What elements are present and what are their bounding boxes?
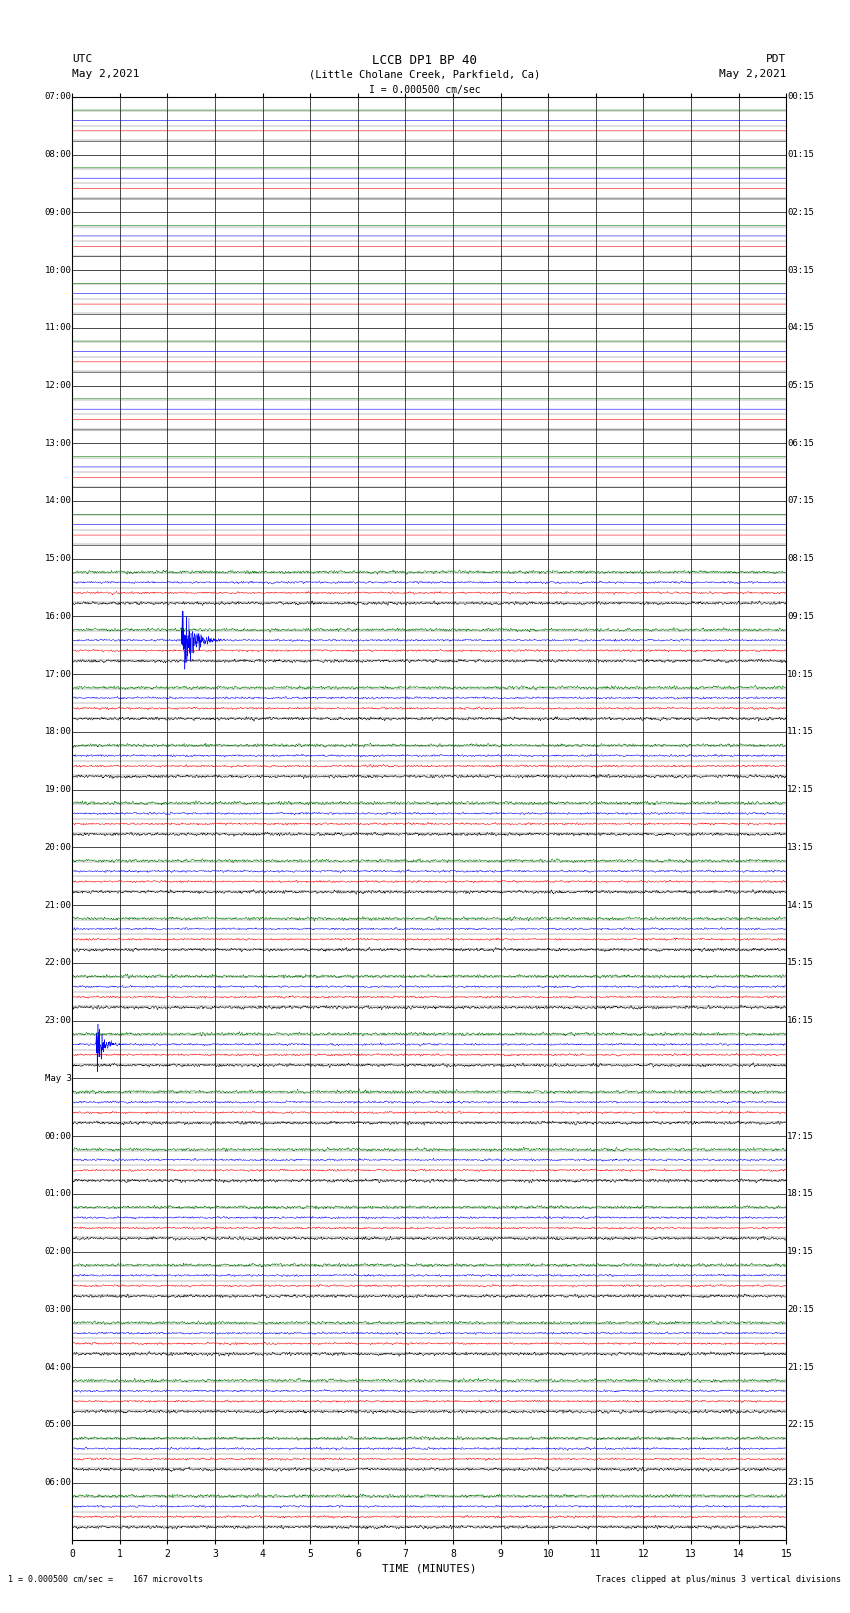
Text: May 3: May 3	[45, 1074, 71, 1082]
Text: 21:15: 21:15	[787, 1363, 813, 1371]
Text: I = 0.000500 cm/sec: I = 0.000500 cm/sec	[369, 84, 481, 95]
Text: 06:00: 06:00	[45, 1478, 71, 1487]
Text: 07:15: 07:15	[787, 497, 813, 505]
Text: 07:00: 07:00	[45, 92, 71, 102]
Text: 20:15: 20:15	[787, 1305, 813, 1315]
Text: 23:15: 23:15	[787, 1478, 813, 1487]
Text: 10:15: 10:15	[787, 669, 813, 679]
Text: 01:00: 01:00	[45, 1189, 71, 1198]
Text: 01:15: 01:15	[787, 150, 813, 160]
Text: May 2,2021: May 2,2021	[719, 69, 786, 79]
Text: 03:00: 03:00	[45, 1305, 71, 1315]
Text: 1 = 0.000500 cm/sec =    167 microvolts: 1 = 0.000500 cm/sec = 167 microvolts	[8, 1574, 203, 1584]
Text: 23:00: 23:00	[45, 1016, 71, 1026]
Text: 16:00: 16:00	[45, 611, 71, 621]
Text: 14:00: 14:00	[45, 497, 71, 505]
Text: 13:00: 13:00	[45, 439, 71, 448]
Text: PDT: PDT	[766, 53, 786, 65]
Text: May 2,2021: May 2,2021	[72, 69, 139, 79]
Text: 04:00: 04:00	[45, 1363, 71, 1371]
Text: 17:15: 17:15	[787, 1132, 813, 1140]
Text: 05:15: 05:15	[787, 381, 813, 390]
Text: 11:15: 11:15	[787, 727, 813, 737]
Text: 09:15: 09:15	[787, 611, 813, 621]
Text: 18:15: 18:15	[787, 1189, 813, 1198]
Text: 15:15: 15:15	[787, 958, 813, 968]
Text: 09:00: 09:00	[45, 208, 71, 216]
Text: 02:00: 02:00	[45, 1247, 71, 1257]
Text: 04:15: 04:15	[787, 323, 813, 332]
Text: (Little Cholane Creek, Parkfield, Ca): (Little Cholane Creek, Parkfield, Ca)	[309, 69, 541, 79]
Text: 00:00: 00:00	[45, 1132, 71, 1140]
Text: 10:00: 10:00	[45, 266, 71, 274]
Text: 19:00: 19:00	[45, 786, 71, 794]
Text: 12:15: 12:15	[787, 786, 813, 794]
X-axis label: TIME (MINUTES): TIME (MINUTES)	[382, 1563, 477, 1574]
Text: 22:00: 22:00	[45, 958, 71, 968]
Text: 14:15: 14:15	[787, 900, 813, 910]
Text: 12:00: 12:00	[45, 381, 71, 390]
Text: 13:15: 13:15	[787, 844, 813, 852]
Text: 19:15: 19:15	[787, 1247, 813, 1257]
Text: 06:15: 06:15	[787, 439, 813, 448]
Text: 22:15: 22:15	[787, 1421, 813, 1429]
Text: 00:15: 00:15	[787, 92, 813, 102]
Text: 16:15: 16:15	[787, 1016, 813, 1026]
Text: 21:00: 21:00	[45, 900, 71, 910]
Text: UTC: UTC	[72, 53, 93, 65]
Text: 20:00: 20:00	[45, 844, 71, 852]
Text: 02:15: 02:15	[787, 208, 813, 216]
Text: 08:15: 08:15	[787, 555, 813, 563]
Text: 08:00: 08:00	[45, 150, 71, 160]
Text: 15:00: 15:00	[45, 555, 71, 563]
Text: 18:00: 18:00	[45, 727, 71, 737]
Text: Traces clipped at plus/minus 3 vertical divisions: Traces clipped at plus/minus 3 vertical …	[597, 1574, 842, 1584]
Text: 11:00: 11:00	[45, 323, 71, 332]
Text: 17:00: 17:00	[45, 669, 71, 679]
Text: 03:15: 03:15	[787, 266, 813, 274]
Text: 05:00: 05:00	[45, 1421, 71, 1429]
Text: LCCB DP1 BP 40: LCCB DP1 BP 40	[372, 53, 478, 68]
